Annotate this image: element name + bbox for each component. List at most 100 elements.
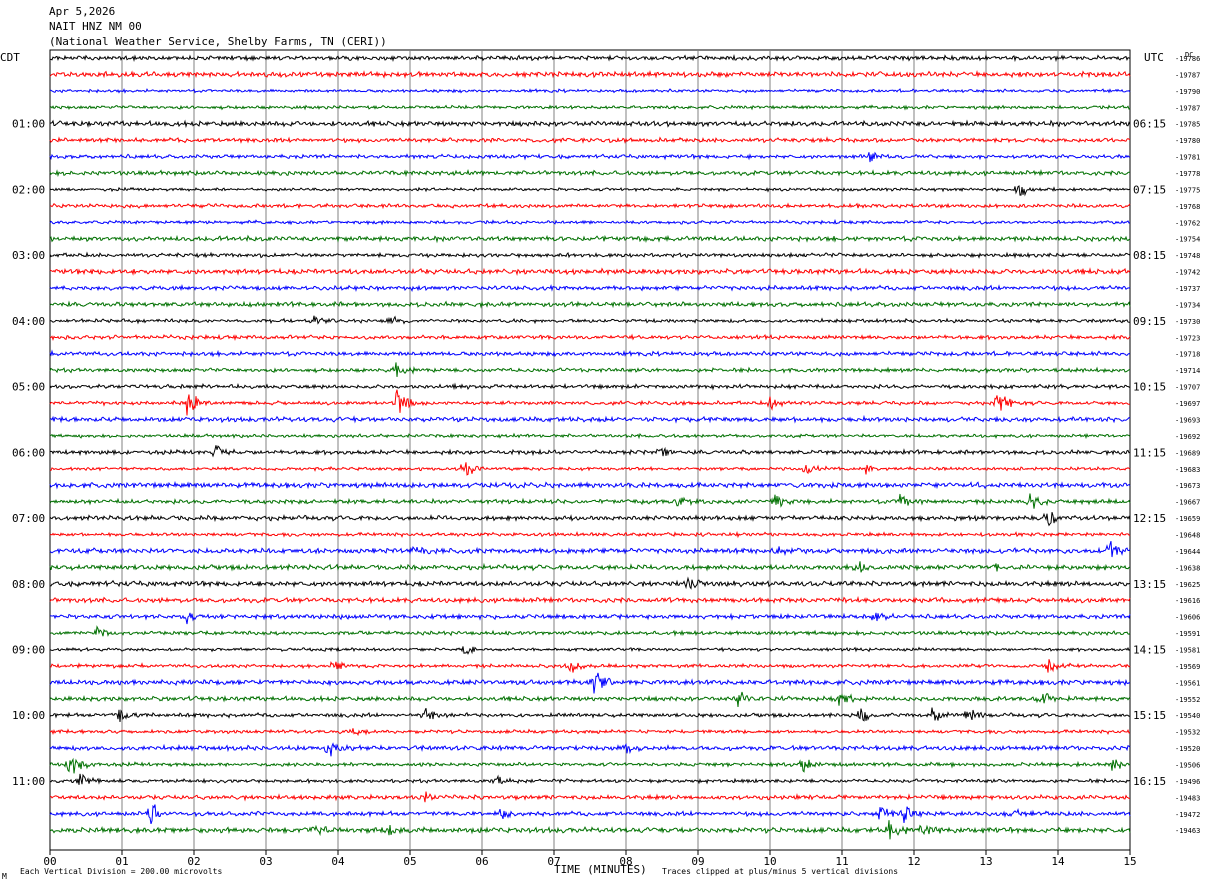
dc-offset-label: -19581 xyxy=(1175,646,1200,654)
dc-offset-label: -19520 xyxy=(1175,745,1200,753)
trace-21 xyxy=(49,389,1131,416)
x-tick-label: 12 xyxy=(907,855,920,868)
trace-27 xyxy=(49,493,1131,509)
trace-7 xyxy=(49,169,1131,178)
trace-43 xyxy=(49,757,1131,774)
trace-9 xyxy=(49,202,1131,210)
trace-37 xyxy=(49,659,1131,673)
utc-hour-label: 12:15 xyxy=(1133,512,1166,525)
dc-offset-label: -19723 xyxy=(1175,334,1200,342)
dc-offset-label: -19667 xyxy=(1175,499,1200,507)
x-tick-label: 07 xyxy=(547,855,560,868)
trace-12 xyxy=(49,251,1131,259)
trace-11 xyxy=(49,234,1131,244)
dc-offset-label: -19737 xyxy=(1175,285,1200,293)
x-tick-label: 08 xyxy=(619,855,632,868)
plot-frame xyxy=(49,49,1131,851)
x-tick-label: 00 xyxy=(43,855,56,868)
dc-offset-label: -19606 xyxy=(1175,614,1200,622)
utc-hour-labels: 06:15 07:15 08:15 09:15 10:15 11:15 12:15 13:15… xyxy=(1133,118,1166,788)
cdt-hour-label: 03:00 xyxy=(12,249,45,262)
trace-36 xyxy=(49,646,1131,655)
x-tick-label: 03 xyxy=(259,855,272,868)
dc-offset-label: -19659 xyxy=(1175,515,1200,523)
trace-3 xyxy=(49,104,1131,111)
trace-0 xyxy=(50,54,1131,63)
dc-offset-label: -19742 xyxy=(1175,269,1200,277)
cdt-hour-label: 05:00 xyxy=(12,381,45,394)
trace-16 xyxy=(49,315,1130,325)
utc-hour-label: 09:15 xyxy=(1133,315,1166,328)
dc-offset-label: -19644 xyxy=(1175,548,1200,556)
trace-2 xyxy=(49,88,1131,94)
utc-hour-label: 08:15 xyxy=(1133,249,1166,262)
x-tick-label: 15 xyxy=(1123,855,1136,868)
dc-offset-label: -19625 xyxy=(1175,581,1200,589)
dc-offset-label: -19638 xyxy=(1175,564,1200,572)
trace-40 xyxy=(49,707,1131,722)
cdt-hour-label: 10:00 xyxy=(12,709,45,722)
trace-6 xyxy=(49,151,1131,163)
trace-41 xyxy=(49,728,1131,737)
dc-offset-label: -19693 xyxy=(1175,416,1200,424)
dc-offset-label: -19775 xyxy=(1175,186,1200,194)
trace-35 xyxy=(49,625,1131,637)
dc-offset-label: -19707 xyxy=(1175,384,1200,392)
utc-hour-label: 13:15 xyxy=(1133,578,1166,591)
trace-47 xyxy=(49,820,1131,840)
x-tick-label: 11 xyxy=(835,855,848,868)
dc-offset-label: -19552 xyxy=(1175,696,1200,704)
x-tick-label: 02 xyxy=(187,855,200,868)
trace-24 xyxy=(49,445,1131,458)
dc-offset-label: -19532 xyxy=(1175,729,1200,737)
trace-25 xyxy=(49,462,1131,476)
dc-offset-label: -19778 xyxy=(1175,170,1200,178)
trace-23 xyxy=(50,432,1131,440)
trace-15 xyxy=(49,300,1131,309)
dc-offset-label: -19496 xyxy=(1175,778,1200,786)
trace-29 xyxy=(49,530,1131,539)
dc-offset-label: -19472 xyxy=(1175,811,1200,819)
dc-offset-label: -19730 xyxy=(1175,318,1200,326)
clipping-note: Traces clipped at plus/minus 5 vertical … xyxy=(662,867,898,876)
trace-33 xyxy=(49,595,1131,605)
trace-38 xyxy=(49,672,1131,694)
dc-offset-label: -19748 xyxy=(1175,252,1200,260)
network-name: (National Weather Service, Shelby Farms,… xyxy=(49,35,387,48)
utc-hour-label: 11:15 xyxy=(1133,446,1166,459)
utc-axis-label: UTC xyxy=(1144,51,1164,64)
x-tick-label: 01 xyxy=(115,855,128,868)
dc-offset-label: -19714 xyxy=(1175,367,1200,375)
cdt-hour-labels: 01:00 02:00 03:00 04:00 05:00 06:00 07:00 08:00… xyxy=(12,118,45,788)
dc-offset-label: -19540 xyxy=(1175,712,1200,720)
dc-offset-label: -19506 xyxy=(1175,761,1200,769)
trace-45 xyxy=(49,791,1130,803)
time-axis-ticks: 00 01 02 03 04 05 06 07 08 09 10 11 12 13 14 15 xyxy=(43,850,1137,868)
utc-hour-label: 14:15 xyxy=(1133,643,1166,656)
x-tick-label: 05 xyxy=(403,855,416,868)
trace-22 xyxy=(49,414,1131,424)
dc-offset-label: -19683 xyxy=(1175,466,1200,474)
dc-offset-label: -19762 xyxy=(1175,219,1200,227)
trace-20 xyxy=(49,382,1131,391)
dc-offset-label: -19790 xyxy=(1175,88,1200,96)
cdt-hour-label: 09:00 xyxy=(12,643,45,656)
trace-10 xyxy=(49,218,1131,226)
x-tick-label: 09 xyxy=(691,855,704,868)
cdt-axis-label: CDT xyxy=(0,51,20,64)
trace-1 xyxy=(49,69,1131,79)
seismic-traces xyxy=(49,54,1131,840)
dc-offset-label: -19718 xyxy=(1175,351,1200,359)
dc-offset-label: -19785 xyxy=(1175,121,1200,129)
dc-offset-label: -19569 xyxy=(1175,663,1200,671)
dc-offset-label: -19561 xyxy=(1175,679,1200,687)
trace-8 xyxy=(49,185,1131,197)
trace-14 xyxy=(49,284,1131,293)
trace-42 xyxy=(49,742,1131,757)
cdt-hour-label: 07:00 xyxy=(12,512,45,525)
trace-30 xyxy=(49,540,1131,558)
dc-axis-label: DC xyxy=(1185,51,1193,59)
trace-18 xyxy=(49,349,1131,358)
dc-offset-label: -19616 xyxy=(1175,597,1200,605)
